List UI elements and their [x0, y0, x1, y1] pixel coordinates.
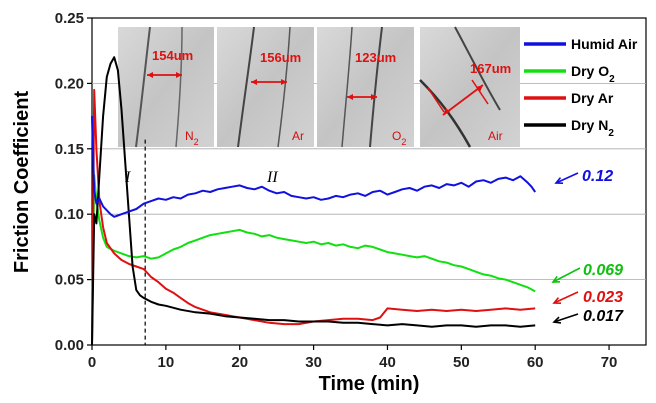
x-axis-label: Time (min): [319, 373, 420, 395]
micrograph-air: 167um Air: [419, 26, 520, 148]
annotation-arrowhead: [552, 297, 562, 304]
y-tick-label: 0.00: [55, 337, 84, 354]
annotation-arrowhead: [554, 177, 564, 184]
y-tick-label: 0.05: [55, 272, 84, 289]
micrograph-ar: 156um Ar: [217, 26, 314, 148]
x-tick-label: 10: [158, 354, 175, 371]
annotation-arrow: [555, 172, 579, 184]
x-tick-label: 30: [305, 354, 322, 371]
region-label-ii: II: [266, 169, 278, 186]
micrograph-n2: 154um N2: [118, 26, 214, 148]
x-tick-label: 40: [379, 354, 396, 371]
x-tick-label: 0: [88, 354, 96, 371]
region-label-i: I: [124, 169, 131, 186]
annotation-arrow: [553, 291, 579, 304]
series-layer: [91, 56, 537, 346]
micrograph-n2-width: 154um: [152, 48, 193, 63]
annotation-label: 0.023: [583, 289, 623, 306]
x-tick-label: 50: [453, 354, 470, 371]
annotation-label: 0.069: [583, 262, 623, 279]
y-axis-ticks: 0.00 0.05 0.10 0.15 0.20 0.25: [55, 10, 92, 354]
micrograph-o2-width: 123um: [355, 50, 396, 65]
end-value-annotations: 0.12 0.069 0.023 0.017: [551, 168, 624, 325]
annotation-arrow: [553, 313, 579, 323]
micrograph-o2: 123um O2: [317, 26, 414, 148]
annotation-label: 0.017: [583, 308, 624, 325]
micrograph-ar-gas: Ar: [292, 129, 304, 143]
y-tick-label: 0.20: [55, 75, 84, 92]
series-line-humid-air: [91, 116, 537, 218]
x-tick-label: 70: [601, 354, 618, 371]
annotation-label: 0.12: [582, 168, 613, 185]
annotation-arrowhead: [552, 316, 562, 324]
annotation-arrow: [552, 267, 581, 283]
annotation-arrowhead: [551, 275, 561, 283]
micrograph-air-width: 167um: [470, 61, 511, 76]
legend-label-humid-air: Humid Air: [571, 36, 638, 52]
series-line-dry-o2: [91, 174, 536, 346]
micrograph-air-gas: Air: [488, 129, 503, 143]
y-tick-label: 0.25: [55, 10, 84, 27]
y-tick-label: 0.10: [55, 206, 84, 223]
x-axis-ticks: 0 10 20 30 40 50 60 70: [88, 345, 618, 371]
legend-label-dry-ar: Dry Ar: [571, 90, 614, 106]
x-tick-label: 20: [231, 354, 248, 371]
micrograph-ar-width: 156um: [260, 50, 301, 65]
series-line-dry-n2: [91, 56, 536, 346]
x-tick-label: 60: [527, 354, 544, 371]
y-tick-label: 0.15: [55, 141, 84, 158]
micrograph-insets: 154um N2 156um Ar 123um O2: [118, 26, 520, 148]
y-axis-label: Friction Coefficient: [11, 91, 33, 274]
